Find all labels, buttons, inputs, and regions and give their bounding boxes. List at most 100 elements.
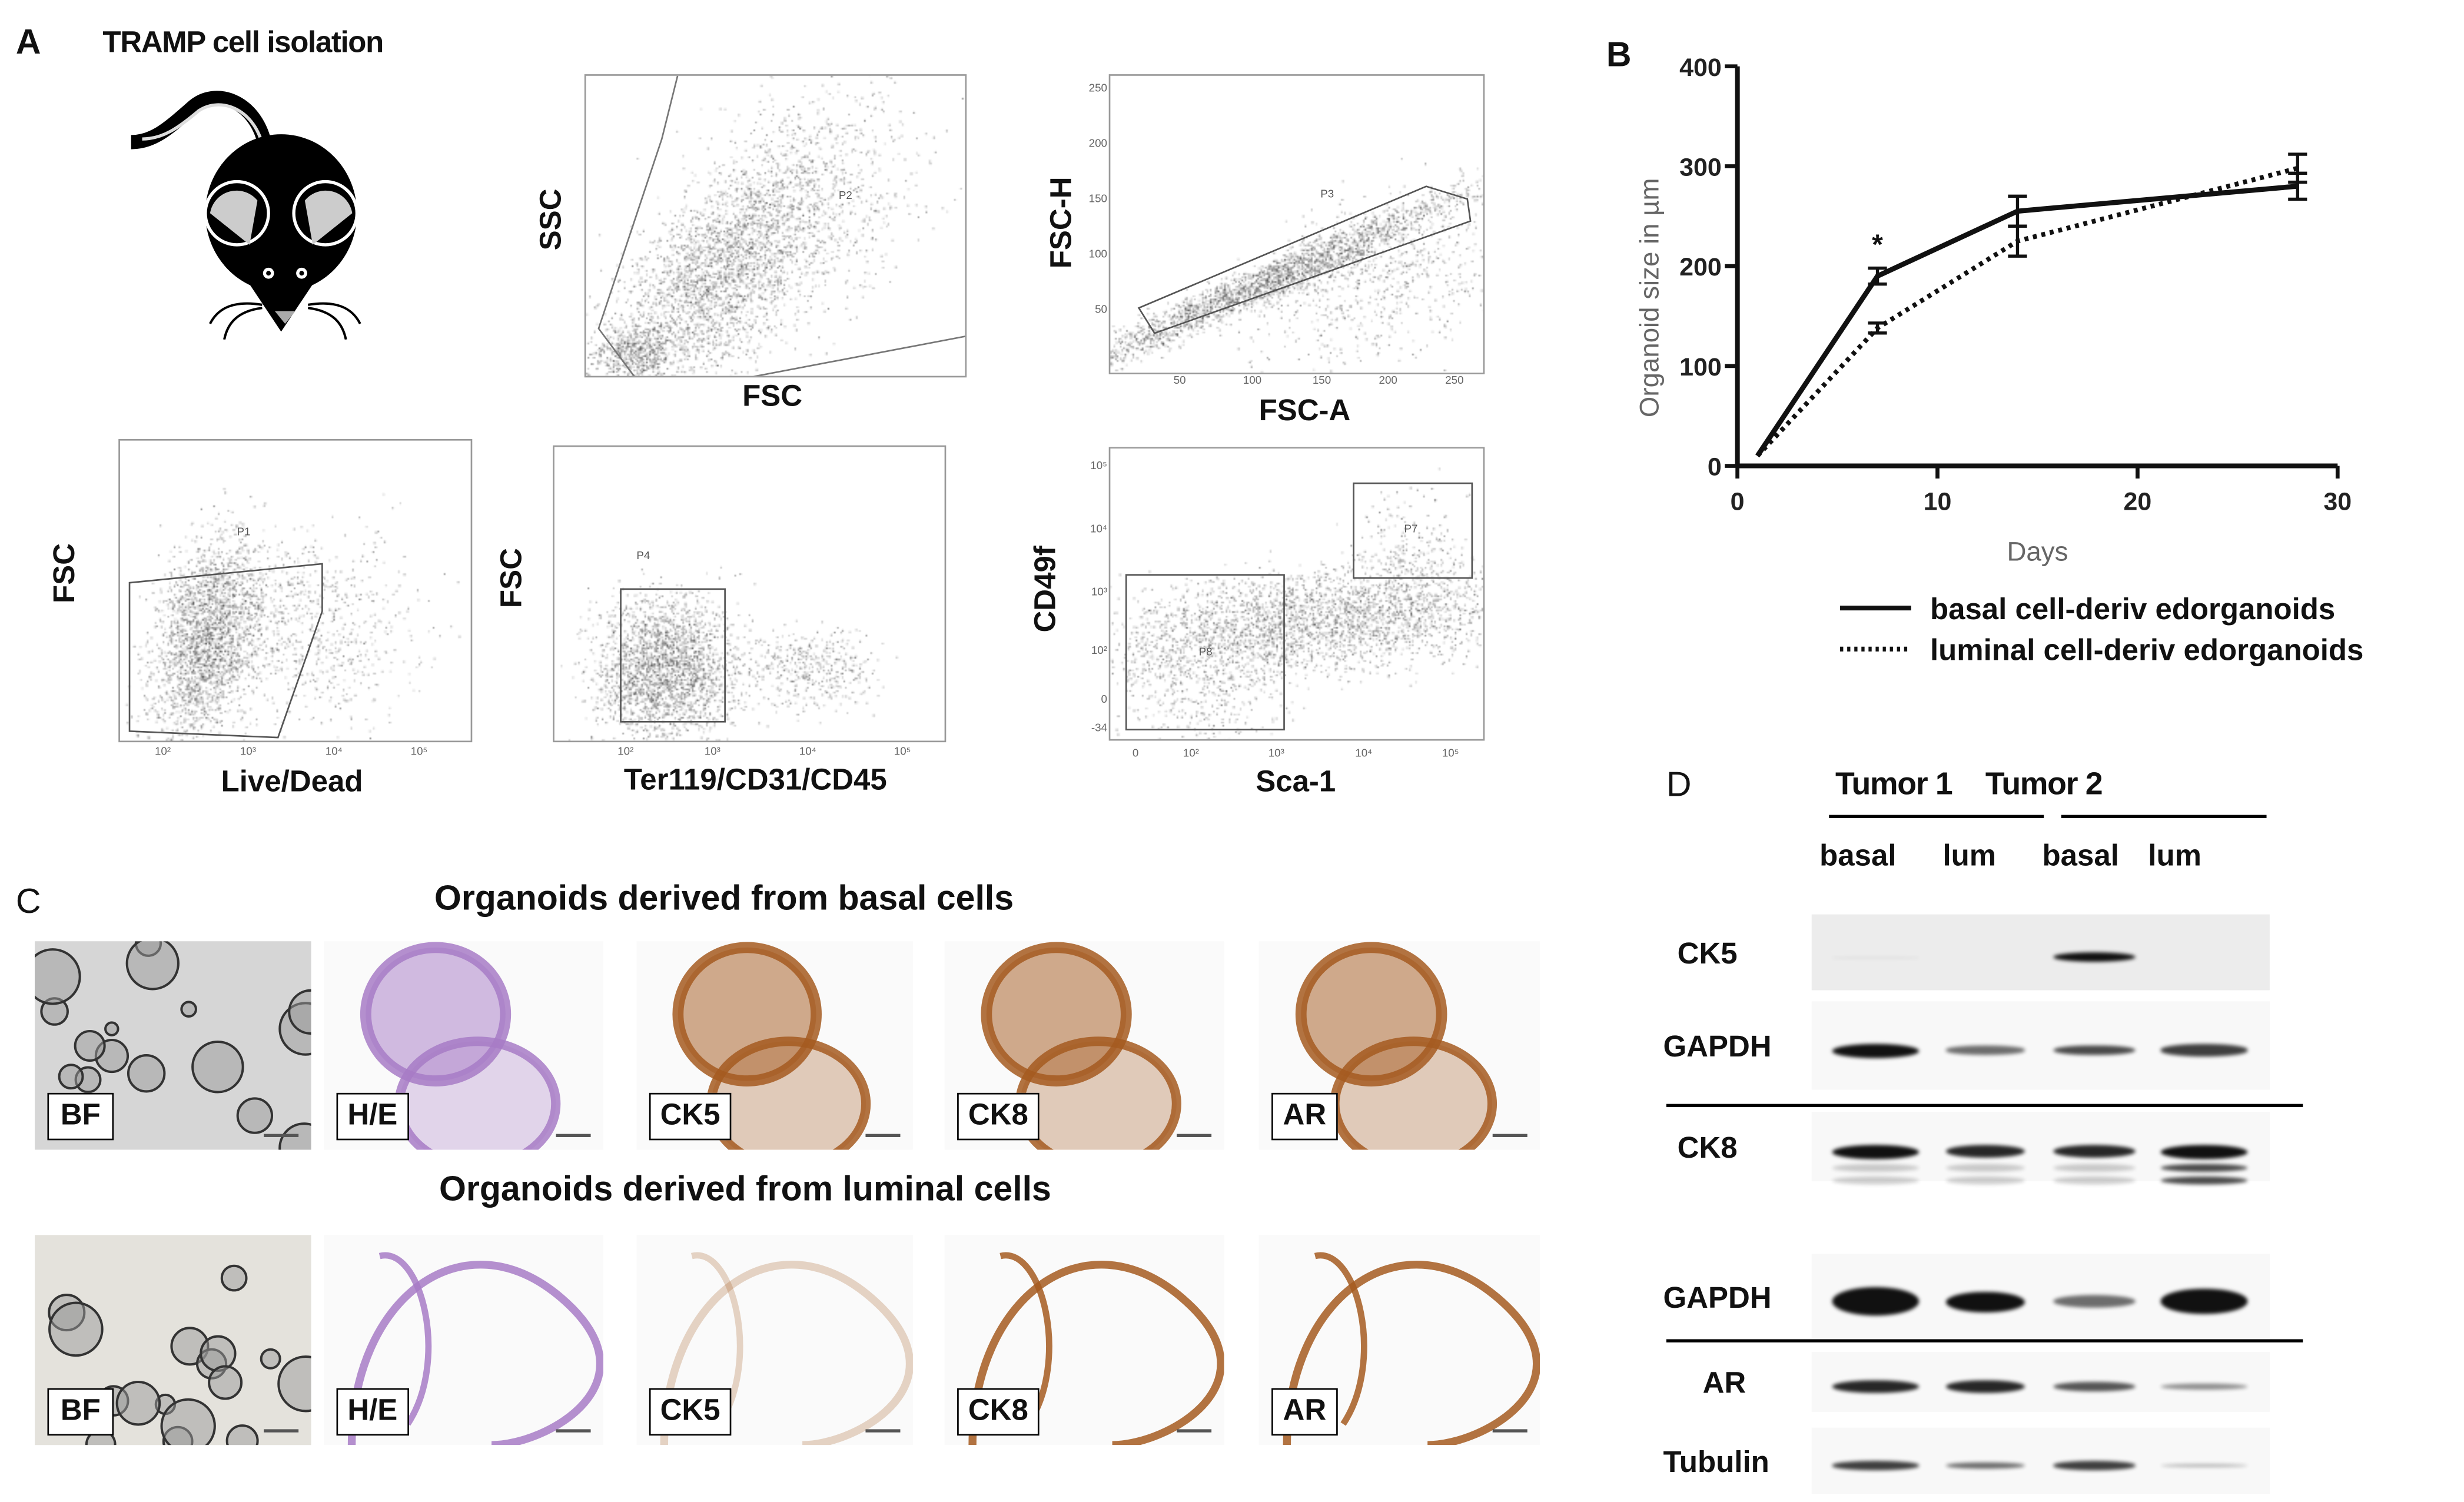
gate-p1 — [128, 563, 323, 739]
x-tick: 0 — [1132, 748, 1139, 760]
micrograph-ar: AR — [1258, 941, 1540, 1150]
protein-band — [1832, 1380, 1920, 1393]
x-tick: 10⁴ — [799, 747, 816, 758]
scale-bar — [264, 1134, 299, 1137]
scatter-events — [119, 440, 471, 741]
protein-band — [1945, 1145, 2025, 1158]
x-tick: 150 — [1312, 376, 1331, 387]
x-axis-label: Ter119/CD31/CD45 — [623, 764, 887, 798]
y-tick-label: 200 — [1679, 253, 1722, 281]
scale-bar — [264, 1429, 299, 1433]
x-tick: 10⁵ — [1442, 748, 1459, 760]
y-tick-label: 100 — [1679, 353, 1722, 381]
y-axis-label: FSC-H — [1045, 177, 1079, 269]
gate-p4 — [620, 588, 726, 723]
x-axis-label: FSC-A — [1258, 394, 1351, 428]
x-tick-label: 0 — [1731, 488, 1745, 516]
scale-bar — [1492, 1429, 1527, 1433]
protein-band — [2053, 1461, 2136, 1470]
legend-label: luminal cell-deriv edorganoids — [1930, 633, 2363, 667]
micrograph-ck5: CK5 — [636, 1235, 913, 1445]
micrograph-bf: BF — [35, 941, 311, 1150]
blot-separator — [1666, 1104, 2303, 1107]
y-tick: 10⁵ — [1090, 461, 1107, 473]
flow-plot-fsch-fsca: P3 50 100 150 200 250 50 100 150 200 250 — [1089, 74, 1485, 387]
blot-label: CK5 — [1677, 938, 1738, 972]
micrograph-ar: AR — [1258, 1235, 1540, 1445]
x-tick: 10³ — [1268, 748, 1284, 760]
scale-bar — [556, 1134, 591, 1137]
scale-bar — [1177, 1429, 1212, 1433]
legend-label: basal cell-deriv edorganoids — [1930, 592, 2335, 626]
scale-bar — [865, 1134, 901, 1137]
protein-band — [1945, 1380, 2025, 1393]
protein-band — [2053, 952, 2136, 962]
protein-band — [2053, 1164, 2136, 1172]
panel-b-letter: B — [1606, 35, 1632, 75]
protein-band — [1832, 956, 1920, 958]
y-axis-label: FSC — [496, 548, 529, 609]
protein-band — [1832, 1043, 1920, 1058]
x-tick: 10⁴ — [325, 747, 343, 758]
x-tick: 10⁵ — [410, 747, 428, 758]
protein-band — [1945, 1291, 2025, 1312]
protein-band — [1832, 1144, 1920, 1159]
micrograph-he: H/E — [324, 941, 604, 1150]
y-axis-label: FSC — [49, 543, 82, 604]
protein-band — [2053, 1295, 2136, 1308]
tumor-1-label: Tumor 1 — [1835, 767, 1953, 803]
y-tick: 50 — [1095, 304, 1107, 316]
scatter-events — [554, 447, 945, 741]
y-axis-label: SSC — [535, 188, 569, 251]
panel-d-letter: D — [1666, 764, 1692, 804]
x-tick: 200 — [1379, 376, 1397, 387]
y-tick: 100 — [1088, 249, 1107, 261]
protein-band — [1832, 1461, 1920, 1470]
y-tick: 150 — [1088, 194, 1107, 205]
protein-band — [2053, 1381, 2136, 1392]
significance-marker: * — [1872, 229, 1883, 261]
blot-label: Tubulin — [1663, 1446, 1769, 1480]
y-tick-label: 300 — [1679, 154, 1722, 182]
scale-bar — [1177, 1134, 1212, 1137]
panel-a-letter: A — [15, 22, 41, 62]
blot-tubulin — [1811, 1427, 2270, 1494]
protein-band — [2160, 1164, 2248, 1172]
protein-band — [2160, 1044, 2248, 1056]
micrograph-he: H/E — [324, 1235, 604, 1445]
panel-a-title: TRAMP cell isolation — [102, 26, 384, 60]
gate-p3 — [1137, 185, 1472, 334]
x-tick: 10⁴ — [1355, 748, 1373, 760]
y-tick: -34 — [1091, 723, 1107, 735]
protein-band — [1832, 1164, 1920, 1172]
protein-band — [1945, 1046, 2025, 1055]
protein-band — [2160, 1177, 2248, 1185]
blot-label: CK8 — [1677, 1132, 1738, 1166]
stain-label: CK5 — [649, 1388, 732, 1436]
tumor-2-bracket — [2061, 815, 2267, 818]
stain-label: H/E — [336, 1092, 409, 1141]
x-tick: 10² — [617, 747, 634, 758]
x-tick-label: 30 — [2323, 488, 2352, 516]
blot-label: GAPDH — [1663, 1031, 1772, 1065]
protein-band — [2160, 1383, 2248, 1390]
y-tick: 10² — [1091, 646, 1107, 657]
flow-plot-cd49f-sca1: P7 P8 0 10² 10³ 10⁴ 10⁵ -34 0 10² 10³ 10… — [1090, 447, 1485, 760]
x-axis-title: Days — [2007, 537, 2068, 567]
gate-label-p8: P8 — [1198, 647, 1213, 659]
gates-p7-p8 — [1125, 482, 1473, 731]
mouse-icon — [131, 91, 361, 340]
x-tick: 100 — [1243, 376, 1262, 387]
protein-band — [2160, 1464, 2248, 1467]
protein-band — [2160, 1289, 2248, 1314]
stain-label: AR — [1271, 1092, 1338, 1141]
protein-band — [2053, 1145, 2136, 1158]
y-axis-label: CD49f — [1030, 546, 1063, 633]
stain-label: BF — [47, 1092, 114, 1141]
x-tick-label: 10 — [1924, 488, 1952, 516]
scale-bar — [865, 1429, 901, 1433]
x-tick: 10³ — [240, 747, 257, 758]
flow-plot-fsc-lineage: P4 10² 10³ 10⁴ 10⁵ — [553, 445, 947, 758]
